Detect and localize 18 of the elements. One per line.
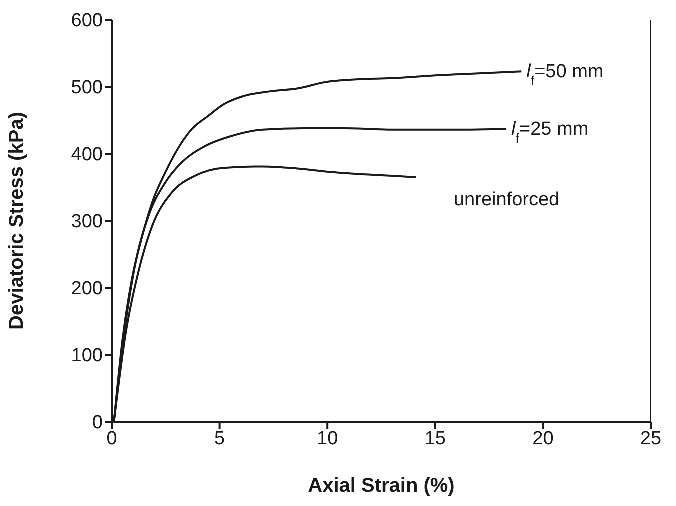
y-tick-label: 500 <box>71 78 103 99</box>
y-tick-label: 600 <box>71 10 103 32</box>
x-tick-label: 10 <box>317 428 338 450</box>
y-axis-title: Deviatoric Stress (kPa) <box>6 112 28 330</box>
x-tick-label: 25 <box>640 428 662 450</box>
y-tick-label: 200 <box>71 278 103 300</box>
x-tick-label: 5 <box>214 428 226 450</box>
series-label: l$_{f}$=50 mm <box>526 62 604 88</box>
series-label: l$_{f}$=25 mm <box>512 119 589 146</box>
y-tick-label: 0 <box>92 412 103 434</box>
x-tick-label: 0 <box>106 428 118 450</box>
x-tick-label: 20 <box>532 428 554 450</box>
x-tick-label: 15 <box>424 428 446 450</box>
y-tick-label: 400 <box>71 144 103 166</box>
y-tick-label: 100 <box>71 346 103 367</box>
x-axis-title: Axial Strain (%) <box>308 475 455 497</box>
text: unreinforced <box>454 189 560 210</box>
y-tick-label: 300 <box>71 212 103 233</box>
